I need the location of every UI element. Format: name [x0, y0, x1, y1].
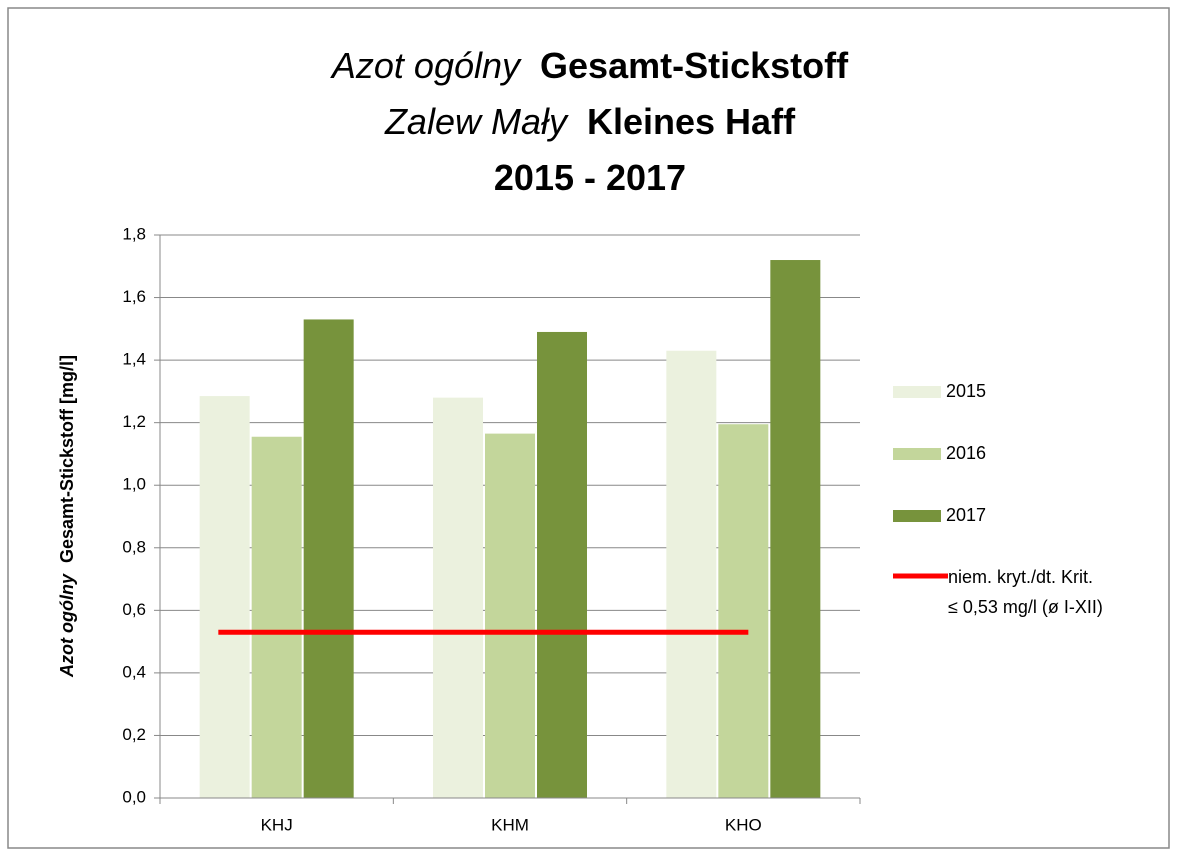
y-tick-label: 0,4	[122, 662, 146, 681]
bar	[251, 436, 302, 798]
y-tick-label: 1,4	[122, 350, 146, 369]
bar	[718, 424, 769, 798]
y-tick-label: 0,8	[122, 537, 146, 556]
y-tick-label: 1,0	[122, 475, 146, 494]
y-axis-label: Azot ogólny Gesamt-Stickstoff [mg/l]	[57, 355, 77, 678]
x-tick-label: KHJ	[261, 815, 293, 834]
bar	[303, 319, 354, 798]
title-gap	[530, 45, 540, 86]
bar	[770, 260, 821, 798]
title-bold: Kleines Haff	[587, 101, 796, 142]
y-tick-label: 0,2	[122, 725, 146, 744]
legend-label: ≤ 0,53 mg/l (ø I-XII)	[948, 597, 1103, 617]
title-italic: Azot ogólny	[330, 45, 522, 86]
legend-label: 2016	[946, 443, 986, 463]
title-italic: Zalew Mały	[384, 101, 569, 142]
legend-swatch	[893, 448, 941, 460]
legend-swatch	[893, 386, 941, 398]
y-tick-label: 0,0	[122, 787, 146, 806]
bar	[537, 331, 587, 798]
chart-title: Zalew Mały Kleines Haff	[384, 101, 796, 142]
title-bold: 2015 - 2017	[494, 157, 686, 198]
y-tick-label: 0,6	[122, 600, 146, 619]
y-tick-label: 1,8	[122, 224, 146, 243]
legend-swatch	[893, 510, 941, 522]
title-bold: Gesamt-Stickstoff	[540, 45, 849, 86]
bar	[666, 350, 717, 798]
y-tick-label: 1,2	[122, 412, 146, 431]
bar	[485, 433, 535, 798]
bar	[199, 396, 250, 798]
bar	[433, 397, 483, 798]
legend-label: 2017	[946, 505, 986, 525]
legend-label: niem. kryt./dt. Krit.	[948, 567, 1093, 587]
y-tick-label: 1,6	[122, 287, 146, 306]
y-label-italic: Azot ogólny	[57, 573, 77, 678]
chart-title: 2015 - 2017	[494, 157, 686, 198]
y-label-bold: Gesamt-Stickstoff [mg/l]	[57, 355, 77, 563]
x-tick-label: KHM	[491, 815, 529, 834]
legend-label: 2015	[946, 381, 986, 401]
x-tick-label: KHO	[725, 815, 762, 834]
chart-title: Azot ogólny Gesamt-Stickstoff	[330, 45, 849, 86]
title-gap	[577, 101, 587, 142]
